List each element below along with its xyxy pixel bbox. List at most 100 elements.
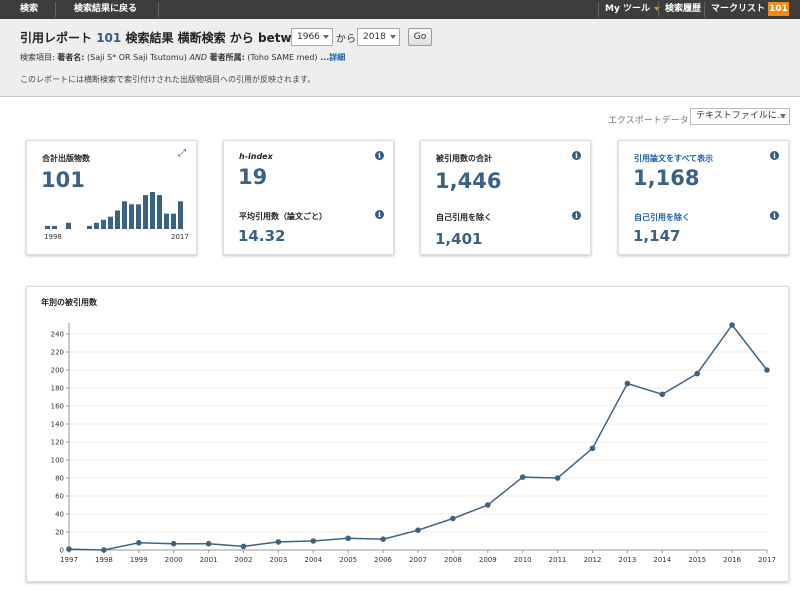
sparkline-bar <box>108 216 113 229</box>
chevron-down-icon <box>390 35 396 39</box>
sparkline-bar <box>115 210 120 229</box>
sparkline-bar <box>87 225 92 229</box>
sparkline-bar <box>136 204 141 229</box>
times-cited-excl-self-value: 1,401 <box>435 230 483 248</box>
back-to-results-link[interactable]: 検索結果に戻る <box>74 4 138 14</box>
h-index-value: 19 <box>238 165 268 189</box>
times-cited-card: 被引用数の合計 i 1,446 自己引用を除く i 1,401 <box>420 140 591 255</box>
from-year-select[interactable]: 1966 <box>291 28 333 46</box>
data-point <box>240 543 247 550</box>
publications-sparkline <box>45 192 183 230</box>
x-tick-label: 2012 <box>584 556 602 564</box>
search-link[interactable]: 検索 <box>20 4 39 14</box>
x-tick-label: 2007 <box>409 556 427 564</box>
sparkline-bar <box>101 219 106 230</box>
x-tick-label: 2002 <box>235 556 253 564</box>
chart-title: 年別の被引用数 <box>41 298 97 307</box>
citing-articles-card: 引用論文をすべて表示 i 1,168 自己引用を除く i 1,147 <box>618 140 789 255</box>
y-tick-label: 80 <box>55 475 64 483</box>
sparkline-bar <box>66 222 71 229</box>
info-icon[interactable]: i <box>572 211 581 220</box>
divider <box>704 2 705 17</box>
data-point <box>729 322 735 328</box>
x-tick-label: 2010 <box>514 556 532 564</box>
report-header: 引用レポート 101 検索結果 横断検索 から between 1966 から … <box>0 19 800 97</box>
page-title: 引用レポート 101 検索結果 横断検索 から between <box>20 29 316 46</box>
x-tick-label: 2001 <box>200 556 218 564</box>
to-year-select[interactable]: 2018 <box>357 28 400 46</box>
average-citations-value: 14.32 <box>238 227 286 245</box>
times-cited-excl-self-label: 自己引用を除く <box>436 213 492 222</box>
info-icon[interactable]: i <box>770 151 779 160</box>
data-point <box>519 474 526 480</box>
data-point <box>415 527 421 533</box>
chevron-down-icon <box>653 6 660 11</box>
times-cited-label: 被引用数の合計 <box>436 154 492 163</box>
y-tick-label: 0 <box>60 547 64 555</box>
times-cited-value: 1,446 <box>435 169 502 193</box>
marked-list-link[interactable]: マークリスト <box>711 4 766 14</box>
data-point <box>136 540 142 546</box>
y-tick-label: 180 <box>51 385 64 393</box>
y-tick-label: 160 <box>51 403 64 411</box>
data-point <box>310 538 317 544</box>
sparkline-start-year: 1998 <box>44 233 62 241</box>
to-year-value: 2018 <box>363 32 386 42</box>
sparkline-bar <box>143 195 148 229</box>
marked-list-count-badge[interactable]: 101 <box>768 2 789 16</box>
sparkline-bar <box>52 225 57 229</box>
from-word: から <box>336 34 356 45</box>
x-tick-label: 2011 <box>549 556 567 564</box>
data-point <box>380 536 386 542</box>
chevron-down-icon <box>780 114 786 118</box>
sparkline-end-year: 2017 <box>171 233 189 241</box>
data-point <box>659 391 666 398</box>
query-details-link[interactable]: ...詳細 <box>320 53 346 62</box>
divider <box>55 2 56 17</box>
sparkline-bar <box>157 195 162 229</box>
data-point <box>485 502 491 508</box>
y-tick-label: 240 <box>51 331 64 339</box>
divider <box>598 2 599 17</box>
query-affiliation-value: (Toho SAME med) <box>247 53 318 62</box>
view-all-citing-articles-link[interactable]: 引用論文をすべて表示 <box>634 154 714 163</box>
x-tick-label: 1999 <box>130 556 148 564</box>
x-tick-label: 2008 <box>444 556 462 564</box>
info-icon[interactable]: i <box>770 211 779 220</box>
expand-icon[interactable]: ⤢ <box>178 148 186 159</box>
sparkline-bar <box>94 222 99 229</box>
total-publications-value: 101 <box>41 168 85 192</box>
sparkline-bar <box>122 201 127 230</box>
search-history-link[interactable]: 検索履歴 <box>665 4 702 14</box>
my-tools-menu[interactable]: My ツール <box>599 0 666 19</box>
x-tick-label: 2009 <box>479 556 497 564</box>
x-tick-label: 2006 <box>374 556 392 564</box>
info-icon[interactable]: i <box>375 210 384 219</box>
info-icon[interactable]: i <box>572 151 581 160</box>
sparkline-bar <box>178 201 183 230</box>
x-tick-label: 2014 <box>653 556 671 564</box>
export-value: テキストファイルに... <box>696 111 786 121</box>
h-index-label: h-index <box>239 152 273 161</box>
citations-per-year-chart: 0 20 40 60 80 100 120 140 160 180 200 220 240 1997 199… <box>51 322 776 564</box>
y-tick-label: 40 <box>55 511 64 519</box>
sparkline-bar <box>164 213 169 229</box>
citing-articles-excl-self-link[interactable]: 自己引用を除く <box>634 213 690 222</box>
x-tick-label: 2000 <box>165 556 183 564</box>
info-icon[interactable]: i <box>375 151 384 160</box>
divider <box>658 2 659 17</box>
export-select[interactable]: テキストファイルに... <box>690 108 790 125</box>
data-point <box>589 445 596 452</box>
data-point <box>624 380 631 387</box>
sparkline-bar <box>129 204 134 229</box>
x-tick-label: 2016 <box>723 556 741 564</box>
total-publications-label: 合計出版物数 <box>42 154 90 163</box>
chevron-down-icon <box>323 35 329 39</box>
data-point <box>694 370 700 377</box>
y-tick-label: 100 <box>51 457 64 465</box>
total-publications-card: 合計出版物数 ⤢ 101 1998 2017 <box>26 140 197 255</box>
data-point <box>275 539 282 545</box>
go-button[interactable]: Go <box>408 28 432 46</box>
divider <box>158 2 159 17</box>
x-tick-label: 2005 <box>339 556 357 564</box>
